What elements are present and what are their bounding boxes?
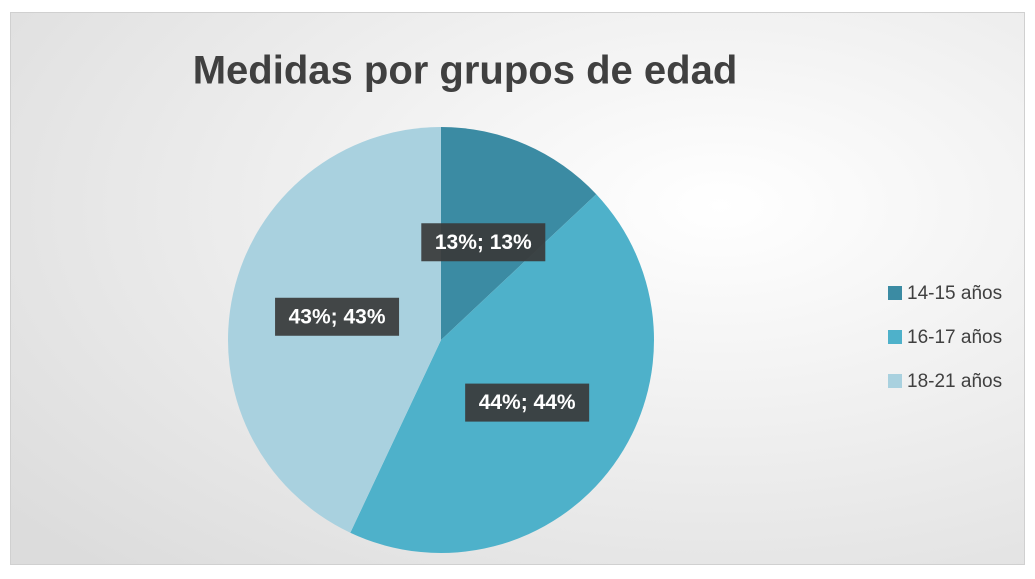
data-label-box (465, 383, 590, 422)
legend-swatch (888, 374, 902, 388)
chart-title: Medidas por grupos de edad (193, 49, 738, 93)
legend-label: 14-15 años (907, 283, 1002, 304)
data-label-box (421, 223, 546, 262)
legend-label: 16-17 años (907, 327, 1002, 348)
data-label: 44%; 44% (479, 391, 576, 414)
legend-swatch (888, 286, 902, 300)
legend-swatch (888, 330, 902, 344)
data-label: 43%; 43% (289, 305, 386, 328)
pie-slice (350, 194, 655, 553)
data-label: 13%; 13% (435, 231, 532, 254)
data-label-box (275, 297, 400, 336)
legend-label: 18-21 años (907, 371, 1002, 392)
